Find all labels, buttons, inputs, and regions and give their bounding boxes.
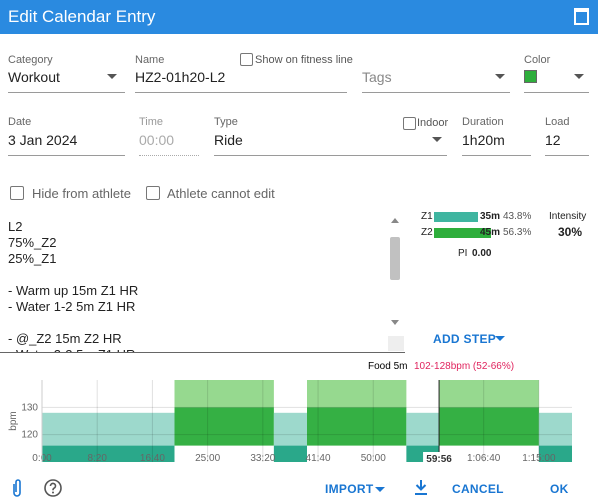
dropdown-arrow xyxy=(495,336,505,341)
step-dark xyxy=(174,407,274,446)
cursor-label: 59:56 xyxy=(426,454,452,465)
dropdown-arrow xyxy=(432,137,442,142)
attach-icon[interactable] xyxy=(10,478,24,498)
underline xyxy=(362,92,510,93)
underline xyxy=(214,155,447,156)
maximize-button[interactable] xyxy=(574,8,589,25)
x-tick-label: 33:20 xyxy=(250,453,275,464)
duration-input[interactable]: 1h20m xyxy=(462,132,505,148)
time-input[interactable]: 00:00 xyxy=(139,132,175,148)
step-dark xyxy=(439,407,539,446)
option-label: Hide from athlete xyxy=(32,186,131,201)
date-input[interactable]: 3 Jan 2024 xyxy=(8,132,78,148)
name-input[interactable]: HZ2-01h20-L2 xyxy=(135,69,226,85)
step-dark xyxy=(273,445,307,462)
y-axis-label: bpm xyxy=(8,411,19,430)
x-tick-label: 1:06:40 xyxy=(467,453,501,464)
zone-name: Z2 xyxy=(421,227,433,238)
scroll-up[interactable] xyxy=(391,218,399,223)
step-light xyxy=(439,380,539,408)
x-tick-label: 8:20 xyxy=(87,453,107,464)
underline xyxy=(524,92,589,93)
header xyxy=(0,0,598,34)
name-label: Name xyxy=(135,54,165,66)
import-button[interactable]: IMPORT xyxy=(325,482,374,496)
download-icon[interactable] xyxy=(413,479,429,497)
zone-bar xyxy=(434,212,479,222)
category-select[interactable]: Workout xyxy=(8,69,60,85)
step-light xyxy=(538,412,572,446)
load-label: Load xyxy=(545,116,570,128)
option-label: Athlete cannot edit xyxy=(167,186,275,201)
time-label: Time xyxy=(139,116,164,128)
dropdown-arrow xyxy=(107,74,117,79)
zone-name: Z1 xyxy=(421,211,433,222)
pi-value: 0.00 xyxy=(472,248,492,259)
cancel-button[interactable]: CANCEL xyxy=(452,482,504,496)
category-label: Category xyxy=(8,54,53,66)
zone-bar xyxy=(434,228,492,238)
zone-percent: 56.3% xyxy=(503,227,532,238)
dropdown-arrow xyxy=(574,74,584,79)
x-tick-label: 16:40 xyxy=(140,453,165,464)
zone-time: 45m xyxy=(480,227,501,238)
ok-button[interactable]: OK xyxy=(550,482,569,496)
scroll-down[interactable] xyxy=(391,320,399,325)
show-fitness-label: Show on fitness line xyxy=(255,54,353,66)
type-select[interactable]: Ride xyxy=(214,132,243,148)
x-tick-label: 50:00 xyxy=(361,453,386,464)
step-light xyxy=(406,412,440,446)
underline xyxy=(139,155,199,156)
zone-percent: 43.8% xyxy=(503,211,532,222)
tags-select[interactable]: Tags xyxy=(362,69,392,85)
step-name: Food 5m xyxy=(368,361,407,372)
underline xyxy=(0,352,405,353)
step-light xyxy=(307,380,407,408)
intensity-label: Intensity xyxy=(549,211,587,222)
underline xyxy=(135,92,347,93)
step-dark xyxy=(42,445,175,462)
duration-label: Duration xyxy=(462,116,504,128)
zone-time: 35m xyxy=(480,211,501,222)
dropdown-arrow xyxy=(495,74,505,79)
x-tick-label: 25:00 xyxy=(195,453,220,464)
load-input[interactable]: 12 xyxy=(545,132,561,148)
y-tick-label: 120 xyxy=(21,430,38,441)
add-step-button[interactable]: ADD STEP xyxy=(433,332,497,346)
y-tick-label: 130 xyxy=(21,402,38,413)
checkbox[interactable] xyxy=(146,186,160,200)
x-tick-label: 41:40 xyxy=(306,453,331,464)
cursor-label-bg xyxy=(423,452,456,464)
step-light xyxy=(42,412,175,446)
step-light xyxy=(174,380,274,408)
underline xyxy=(545,155,589,156)
color-label: Color xyxy=(524,54,551,66)
checkbox[interactable] xyxy=(10,186,24,200)
dialog-title: Edit Calendar Entry xyxy=(8,7,156,26)
color-swatch[interactable] xyxy=(524,70,537,83)
underline xyxy=(462,155,531,156)
underline xyxy=(8,92,125,93)
scrollbar-thumb[interactable] xyxy=(390,237,400,280)
step-range: 102-128bpm (52-66%) xyxy=(414,361,514,372)
step-dark xyxy=(538,445,572,462)
description-textarea[interactable]: L2 75%_Z2 25%_Z1 - Warm up 15m Z1 HR - W… xyxy=(8,219,139,352)
dropdown-arrow xyxy=(375,487,385,492)
checkbox[interactable] xyxy=(240,53,253,66)
checkbox[interactable] xyxy=(403,117,416,130)
resize-handle[interactable] xyxy=(388,336,404,351)
intensity-value: 30% xyxy=(558,225,583,239)
step-dark xyxy=(307,407,407,446)
type-label: Type xyxy=(214,116,238,128)
step-light xyxy=(273,412,307,446)
help-icon[interactable] xyxy=(43,478,63,498)
x-tick-label: 1:15:00 xyxy=(522,453,556,464)
date-label: Date xyxy=(8,116,32,128)
indoor-label: Indoor xyxy=(417,117,449,129)
pi-label: PI xyxy=(458,248,468,259)
underline xyxy=(8,155,125,156)
